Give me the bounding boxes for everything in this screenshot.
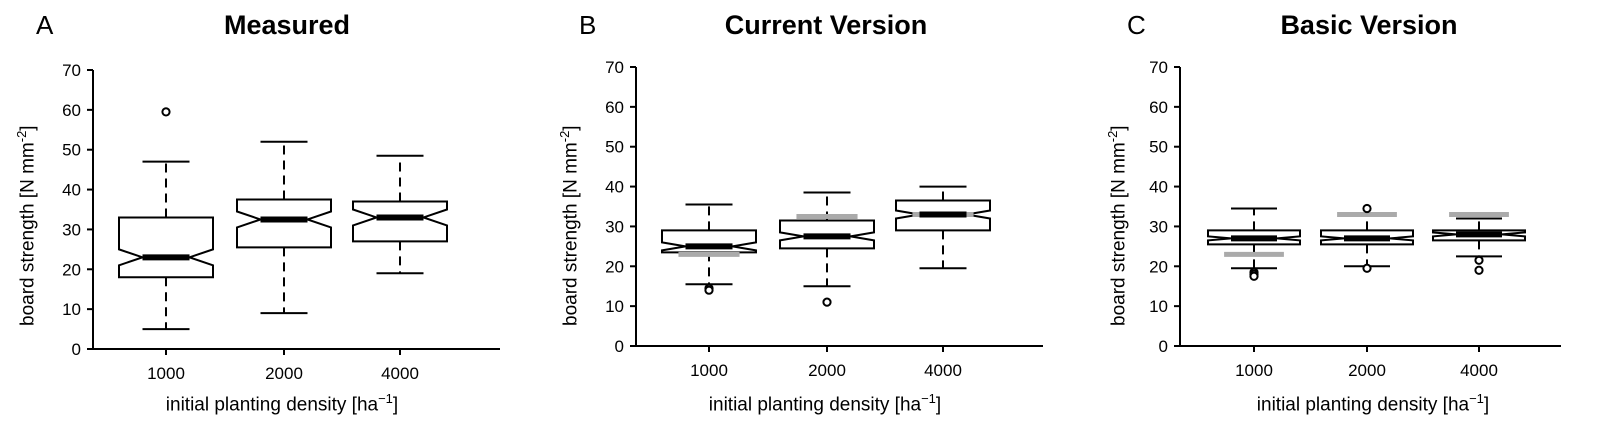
y-tick-label: 40 xyxy=(605,178,624,197)
y-tick-label: 30 xyxy=(605,217,624,236)
chart-title: Basic Version xyxy=(1280,10,1458,40)
y-tick-label: 20 xyxy=(62,260,81,279)
y-tick-label: 60 xyxy=(605,98,624,117)
y-tick-label: 50 xyxy=(605,138,624,157)
y-tick-label: 20 xyxy=(605,257,624,276)
y-tick-label: 30 xyxy=(62,220,81,239)
outlier-point xyxy=(822,297,832,307)
y-tick-label: 70 xyxy=(62,61,81,80)
chart-title: Current Version xyxy=(724,10,928,40)
outlier-point xyxy=(1362,203,1372,214)
x-tick-label: 4000 xyxy=(924,361,962,380)
outlier-point xyxy=(161,107,171,117)
x-tick-label: 2000 xyxy=(808,361,846,380)
box-body xyxy=(236,198,332,249)
x-axis-title: initial planting density [ha−1] xyxy=(708,391,942,416)
x-axis-title: initial planting density [ha−1] xyxy=(165,391,399,416)
box-body xyxy=(352,200,448,243)
boxplot-svg: 0 10 20 30 40 50 60 70 1000 2000 4000 xyxy=(605,58,1043,380)
outlier-point xyxy=(1249,271,1259,281)
x-tick-label: 1000 xyxy=(147,364,185,383)
panel-label: B xyxy=(579,10,597,40)
y-tick-label: 0 xyxy=(1159,337,1168,356)
y-tick-label: 10 xyxy=(605,297,624,316)
boxplot-svg: 0 10 20 30 40 50 60 70 1000 2000 4000 xyxy=(62,61,500,383)
y-tick-label: 40 xyxy=(1149,178,1168,197)
y-tick-label: 20 xyxy=(1149,257,1168,276)
outlier-point xyxy=(1362,263,1372,273)
outlier-point xyxy=(704,285,714,295)
box-body xyxy=(118,216,214,279)
y-tick-label: 50 xyxy=(1149,138,1168,157)
panel-basic-version: C Basic Version board strength [N mm-2] … xyxy=(1097,0,1600,432)
y-tick-label: 40 xyxy=(62,181,81,200)
y-tick-label: 60 xyxy=(1149,98,1168,117)
x-tick-label: 1000 xyxy=(1235,361,1273,380)
boxplot-svg: 0 10 20 30 40 50 60 70 1000 2000 4000 xyxy=(1149,58,1561,380)
y-tick-label: 60 xyxy=(62,101,81,120)
panel-label: C xyxy=(1127,10,1146,40)
y-tick-label: 0 xyxy=(72,340,81,359)
x-tick-label: 1000 xyxy=(690,361,728,380)
x-axis-title: initial planting density [ha−1] xyxy=(1256,391,1490,416)
outlier-point xyxy=(1474,255,1484,265)
x-tick-label: 2000 xyxy=(1348,361,1386,380)
x-tick-label: 4000 xyxy=(381,364,419,383)
y-tick-label: 10 xyxy=(62,300,81,319)
outlier-point xyxy=(1474,265,1484,275)
chart-title: Measured xyxy=(223,10,351,40)
x-tick-label: 4000 xyxy=(1460,361,1498,380)
y-tick-label: 70 xyxy=(605,58,624,77)
y-tick-label: 50 xyxy=(62,141,81,160)
y-tick-label: 70 xyxy=(1149,58,1168,77)
panel-label: A xyxy=(36,10,54,40)
x-tick-label: 2000 xyxy=(265,364,303,383)
y-tick-label: 30 xyxy=(1149,217,1168,236)
panel-measured: A Measured board strength [N mm-2] 0 10 20… xyxy=(0,0,533,432)
panel-current-version: B Current Version board strength [N mm-2… xyxy=(543,0,1076,432)
y-tick-label: 0 xyxy=(615,337,624,356)
y-tick-label: 10 xyxy=(1149,297,1168,316)
